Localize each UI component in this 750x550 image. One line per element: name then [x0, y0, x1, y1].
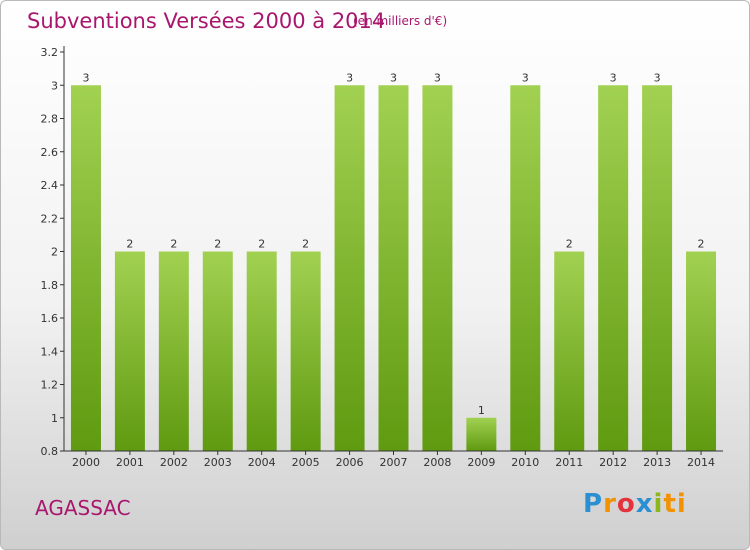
- data-label: 3: [390, 71, 397, 84]
- labels-layer: 3 2000 2 2001 2 2002 2 2003 2 2004 2 2005 3 2006 3 2007…: [41, 46, 716, 469]
- bar: [246, 251, 277, 451]
- data-label: 2: [214, 238, 221, 251]
- y-tick-label: 1: [51, 412, 58, 425]
- y-tick-label: 2.2: [41, 212, 59, 225]
- y-tick-label: 1.4: [41, 345, 59, 358]
- x-tick-label: 2005: [292, 456, 320, 469]
- y-tick-label: 3.2: [41, 46, 59, 59]
- bar: [158, 251, 189, 451]
- logo-letter: ti: [663, 489, 687, 519]
- data-label: 3: [522, 71, 529, 84]
- data-label: 2: [170, 238, 177, 251]
- data-label: 2: [302, 238, 309, 251]
- bar: [422, 85, 453, 451]
- y-tick-label: 1.2: [41, 379, 59, 392]
- y-tick-label: 2: [51, 246, 58, 259]
- bar: [686, 251, 717, 451]
- bars-layer: [70, 85, 717, 451]
- bar: [554, 251, 585, 451]
- y-tick-label: 2.8: [41, 113, 59, 126]
- data-label: 3: [82, 71, 89, 84]
- data-label: 2: [126, 238, 133, 251]
- bar: [334, 85, 365, 451]
- x-tick-label: 2004: [248, 456, 276, 469]
- x-tick-label: 2006: [336, 456, 364, 469]
- proxiti-logo: Proxiti: [583, 489, 687, 519]
- x-tick-label: 2009: [467, 456, 495, 469]
- place-name: AGASSAC: [35, 496, 131, 520]
- y-tick-label: 2.6: [41, 146, 59, 159]
- logo-letter: P: [583, 489, 604, 519]
- x-tick-label: 2014: [687, 456, 715, 469]
- x-tick-label: 2010: [511, 456, 539, 469]
- bar: [510, 85, 541, 451]
- chart-unit: (en milliers d'€): [353, 14, 448, 28]
- axes-layer: [60, 46, 723, 455]
- data-label: 3: [434, 71, 441, 84]
- data-label: 3: [654, 71, 661, 84]
- x-tick-label: 2003: [204, 456, 232, 469]
- data-label: 1: [478, 404, 485, 417]
- bar: [598, 85, 629, 451]
- logo-letter: o: [616, 489, 636, 519]
- bar: [202, 251, 233, 451]
- chart-title: Subventions Versées 2000 à 2014: [27, 9, 386, 33]
- data-label: 3: [346, 71, 353, 84]
- data-label: 2: [566, 238, 573, 251]
- bar: [290, 251, 321, 451]
- y-tick-label: 1.8: [41, 279, 59, 292]
- bar: [70, 85, 101, 451]
- bar: [114, 251, 145, 451]
- y-tick-label: 1.6: [41, 312, 59, 325]
- y-tick-label: 3: [51, 79, 58, 92]
- x-tick-label: 2011: [555, 456, 583, 469]
- y-tick-label: 0.8: [41, 445, 59, 458]
- x-tick-label: 2012: [599, 456, 627, 469]
- bar: [378, 85, 409, 451]
- x-tick-label: 2002: [160, 456, 188, 469]
- logo-letter: x: [635, 489, 654, 519]
- x-tick-label: 2007: [380, 456, 408, 469]
- logo-letter: r: [603, 489, 617, 519]
- x-tick-label: 2013: [643, 456, 671, 469]
- x-tick-label: 2008: [423, 456, 451, 469]
- x-tick-label: 2001: [116, 456, 144, 469]
- bar: [642, 85, 673, 451]
- data-label: 3: [610, 71, 617, 84]
- x-tick-label: 2000: [72, 456, 100, 469]
- y-tick-label: 2.4: [41, 179, 59, 192]
- logo-letter: i: [653, 489, 664, 519]
- data-label: 2: [698, 238, 705, 251]
- bar: [466, 417, 497, 451]
- data-label: 2: [258, 238, 265, 251]
